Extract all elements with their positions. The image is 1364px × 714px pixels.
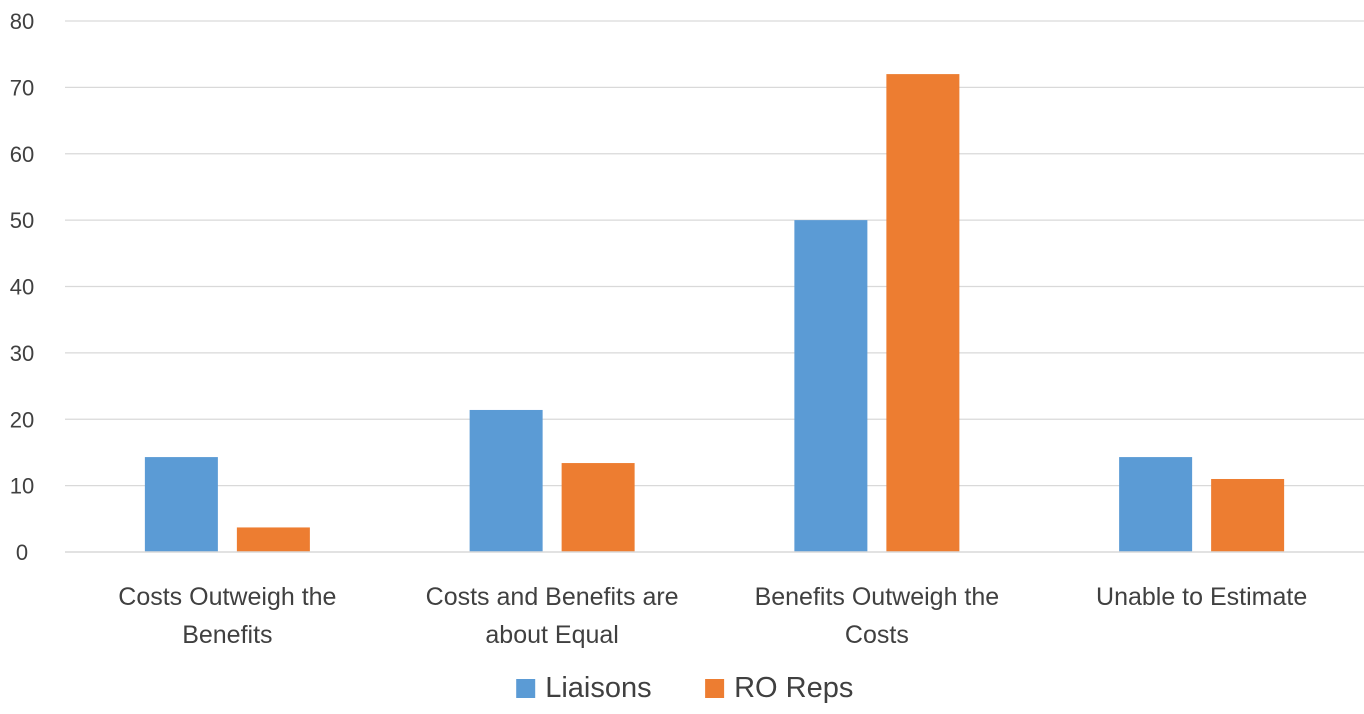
bar-liaisons (469, 409, 543, 552)
category-label: Costs Outweigh the Benefits (118, 583, 336, 649)
legend-label: RO Reps (734, 672, 853, 704)
y-tick-label: 10 (10, 474, 34, 499)
gridlines (65, 20, 1364, 487)
legend-swatch (516, 679, 536, 698)
bar-ro-reps (236, 527, 310, 552)
legend: Liaisons RO Reps (516, 672, 853, 704)
bar-ro-reps (1211, 478, 1285, 552)
legend-swatch (705, 679, 725, 698)
y-tick-label: 60 (10, 142, 34, 167)
y-axis-ticks: 0 10 20 30 40 50 60 70 80 (10, 9, 34, 565)
y-tick-label: 20 (10, 407, 34, 432)
y-tick-label: 30 (10, 341, 34, 366)
y-tick-label: 70 (10, 75, 34, 100)
category-labels: Costs Outweigh the Benefits Costs and Bene… (118, 583, 1307, 649)
y-tick-label: 80 (10, 9, 34, 34)
category-label: Costs and Benefits are about Equal (426, 583, 679, 649)
bar-liaisons (1119, 457, 1193, 552)
y-tick-label: 40 (10, 275, 34, 300)
legend-item-ro-reps: RO Reps (705, 672, 853, 704)
bar-liaisons (794, 220, 868, 552)
legend-item-liaisons: Liaisons (516, 672, 652, 704)
y-tick-label: 50 (10, 208, 34, 233)
bars (144, 74, 1285, 552)
bar-ro-reps (561, 463, 635, 552)
legend-label: Liaisons (545, 672, 651, 704)
y-tick-label: 0 (16, 540, 28, 565)
bar-ro-reps (886, 74, 960, 552)
category-label: Unable to Estimate (1096, 583, 1307, 611)
bar-liaisons (144, 457, 218, 552)
category-label: Benefits Outweigh the Costs (755, 583, 1000, 649)
